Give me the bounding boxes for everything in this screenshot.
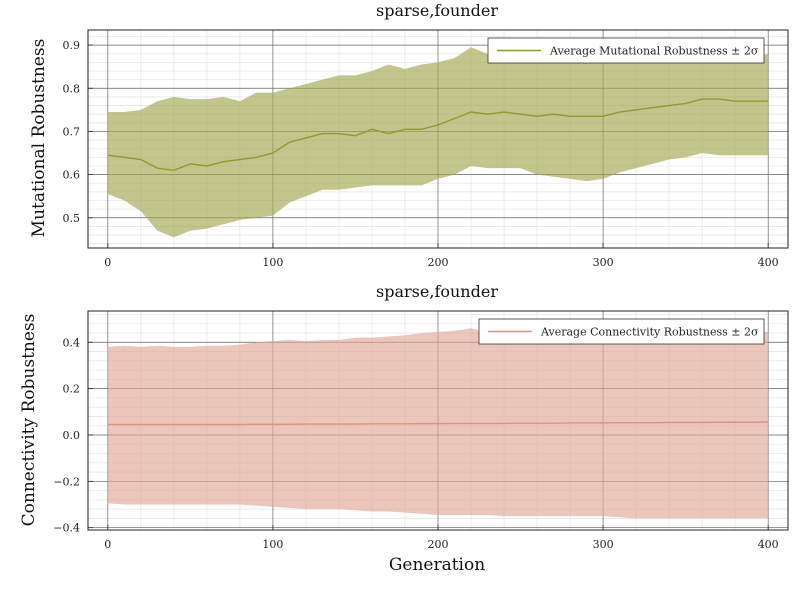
x-tick-label: 100 xyxy=(262,256,283,269)
legend-entry: Average Connectivity Robustness ± 2σ xyxy=(540,326,759,339)
y-tick-label: 0.6 xyxy=(63,169,81,182)
y-axis-label: Connectivity Robustness xyxy=(19,314,39,527)
y-axis-label: Mutational Robustness xyxy=(29,39,49,238)
x-tick-label: 200 xyxy=(428,256,449,269)
mean-line xyxy=(107,98,769,172)
y-tick-label: 0.8 xyxy=(63,82,81,95)
plot-area xyxy=(107,328,769,519)
axis-ticks: 0 100 200 300 400 −0.4 −0.2 0.0 0.2 0.4 xyxy=(53,336,778,551)
x-tick-label: 0 xyxy=(104,256,111,269)
y-tick-label: 0.2 xyxy=(63,383,81,396)
x-tick-label: 200 xyxy=(428,538,449,551)
y-tick-label: −0.4 xyxy=(53,522,80,535)
legend: Average Mutational Robustness ± 2σ xyxy=(487,37,765,64)
chart-title: sparse,founder xyxy=(376,282,498,301)
x-axis-label: Generation xyxy=(389,555,485,575)
connectivity-robustness-panel: sparse,founder Connectivity Robustness G… xyxy=(19,282,789,575)
y-tick-label: 0.5 xyxy=(63,212,81,225)
x-tick-label: 300 xyxy=(593,256,614,269)
x-tick-label: 400 xyxy=(758,538,779,551)
x-tick-label: 300 xyxy=(593,538,614,551)
y-tick-label: 0.4 xyxy=(63,336,81,349)
confidence-band xyxy=(107,47,769,238)
legend-box xyxy=(487,37,765,64)
y-tick-label: 0.9 xyxy=(63,39,81,52)
legend: Average Connectivity Robustness ± 2σ xyxy=(478,318,765,345)
y-tick-label: 0.7 xyxy=(63,125,81,138)
mutational-robustness-panel: sparse,founder Mutational Robustness 0 10… xyxy=(29,1,789,269)
mean-line xyxy=(107,421,769,426)
x-tick-label: 0 xyxy=(104,538,111,551)
plot-area xyxy=(107,47,769,238)
x-tick-label: 100 xyxy=(262,538,283,551)
y-tick-label: 0.0 xyxy=(63,429,81,442)
x-tick-label: 400 xyxy=(758,256,779,269)
y-tick-label: −0.2 xyxy=(53,475,80,488)
legend-entry: Average Mutational Robustness ± 2σ xyxy=(549,45,759,58)
chart-title: sparse,founder xyxy=(376,1,498,20)
axis-ticks: 0 100 200 300 400 0.5 0.6 0.7 0.8 0.9 xyxy=(63,39,779,269)
